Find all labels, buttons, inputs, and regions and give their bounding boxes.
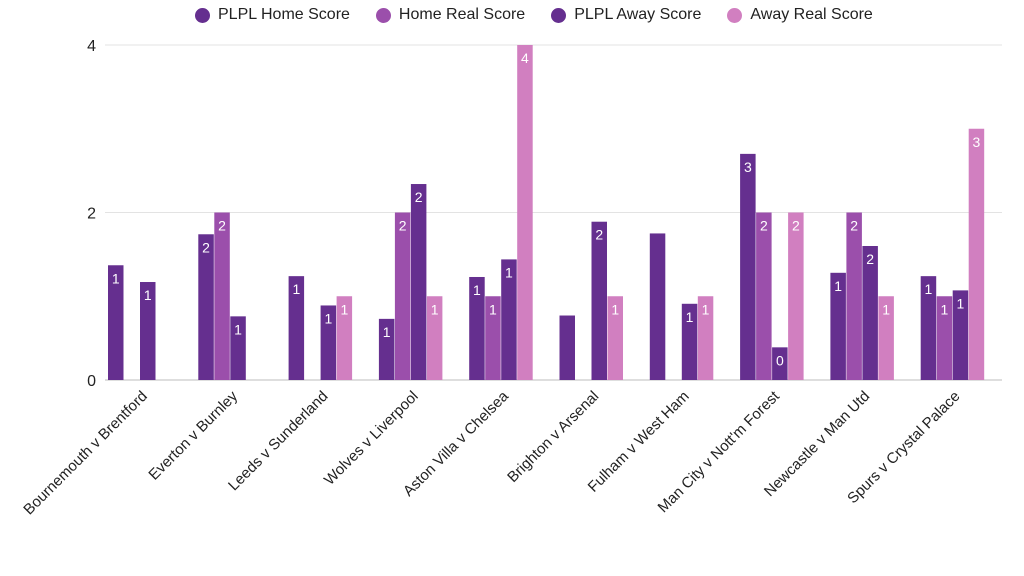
x-tick-label: Leeds v Sunderland xyxy=(225,388,331,494)
data-label: 1 xyxy=(882,301,890,317)
data-label: 1 xyxy=(324,310,332,326)
data-label: 1 xyxy=(144,287,152,303)
data-label: 2 xyxy=(850,218,858,234)
bar xyxy=(936,296,953,380)
data-label: 2 xyxy=(415,189,423,205)
bar xyxy=(846,212,862,380)
data-label: 1 xyxy=(112,270,120,286)
bar xyxy=(336,296,353,380)
bar xyxy=(108,265,124,380)
data-label: 1 xyxy=(505,264,513,280)
bar xyxy=(485,296,501,380)
data-label: 1 xyxy=(925,281,933,297)
data-label: 1 xyxy=(941,301,949,317)
bar xyxy=(772,347,788,380)
legend-item-away-real: Away Real Score xyxy=(727,6,873,24)
bar xyxy=(214,212,230,380)
bar xyxy=(862,246,878,380)
data-label: 0 xyxy=(776,352,784,368)
legend: PLPL Home Score Home Real Score PLPL Awa… xyxy=(195,5,899,25)
bar xyxy=(469,276,485,380)
data-label: 1 xyxy=(383,324,391,340)
y-tick-label: 0 xyxy=(87,373,96,390)
data-label: 2 xyxy=(399,218,407,234)
bar xyxy=(288,276,305,380)
x-tick-label: Wolves v Liverpool xyxy=(321,388,422,489)
data-label: 2 xyxy=(866,251,874,267)
bar xyxy=(649,233,666,380)
data-label: 1 xyxy=(431,301,439,317)
y-tick-label: 2 xyxy=(87,206,96,223)
legend-swatch-plpl-away xyxy=(551,7,567,23)
bar xyxy=(559,315,575,380)
data-label: 2 xyxy=(202,239,210,255)
x-tick-label: Bournemouth v Brentford xyxy=(20,388,151,519)
bar xyxy=(501,259,517,380)
bar xyxy=(230,316,246,380)
legend-label-away-real: Away Real Score xyxy=(750,6,873,23)
bar xyxy=(394,212,411,380)
bar xyxy=(607,296,623,380)
legend-label-home-real: Home Real Score xyxy=(398,6,526,23)
bar xyxy=(920,276,937,380)
data-label: 1 xyxy=(489,301,497,317)
data-label: 2 xyxy=(760,218,768,234)
bar xyxy=(740,153,756,380)
bar xyxy=(756,212,772,380)
legend-item-plpl-away: PLPL Away Score xyxy=(551,6,701,24)
data-label: 1 xyxy=(686,309,694,325)
bar xyxy=(198,234,214,380)
legend-item-home-real: Home Real Score xyxy=(375,6,526,24)
data-label: 1 xyxy=(292,281,300,297)
x-tick-label: Everton v Burnley xyxy=(145,387,241,483)
data-label: 2 xyxy=(595,227,603,243)
bar xyxy=(591,221,607,380)
bar xyxy=(320,305,337,380)
data-label: 2 xyxy=(218,218,226,234)
bar xyxy=(968,128,985,380)
bar xyxy=(410,184,427,380)
bar xyxy=(140,282,156,380)
data-label: 1 xyxy=(234,321,242,337)
legend-swatch-home-real xyxy=(375,7,391,23)
bar xyxy=(788,212,804,380)
data-label: 1 xyxy=(834,278,842,294)
data-label: 1 xyxy=(340,301,348,317)
legend-label-plpl-home: PLPL Home Score xyxy=(218,6,350,23)
data-label: 1 xyxy=(473,282,481,298)
bar xyxy=(830,272,846,380)
bar xyxy=(697,296,714,380)
data-label: 1 xyxy=(957,295,965,311)
y-tick-label: 4 xyxy=(87,38,96,55)
bar xyxy=(878,296,894,380)
legend-swatch-away-real xyxy=(727,7,743,23)
bar xyxy=(426,296,443,380)
bar xyxy=(681,303,698,380)
legend-label-plpl-away: PLPL Away Score xyxy=(574,6,702,23)
legend-item-plpl-home: PLPL Home Score xyxy=(195,6,350,24)
data-label: 4 xyxy=(521,50,529,66)
bar xyxy=(952,290,969,380)
data-label: 1 xyxy=(611,301,619,317)
x-tick-label: Brighton v Arsenal xyxy=(504,388,602,486)
data-label: 1 xyxy=(702,301,710,317)
data-label: 2 xyxy=(792,218,800,234)
x-tick-label: Fulham v West Ham xyxy=(585,388,693,496)
bar xyxy=(378,318,395,380)
bar xyxy=(517,45,533,380)
data-label: 3 xyxy=(973,134,981,150)
data-label: 3 xyxy=(744,159,752,175)
legend-swatch-plpl-home xyxy=(195,7,210,23)
